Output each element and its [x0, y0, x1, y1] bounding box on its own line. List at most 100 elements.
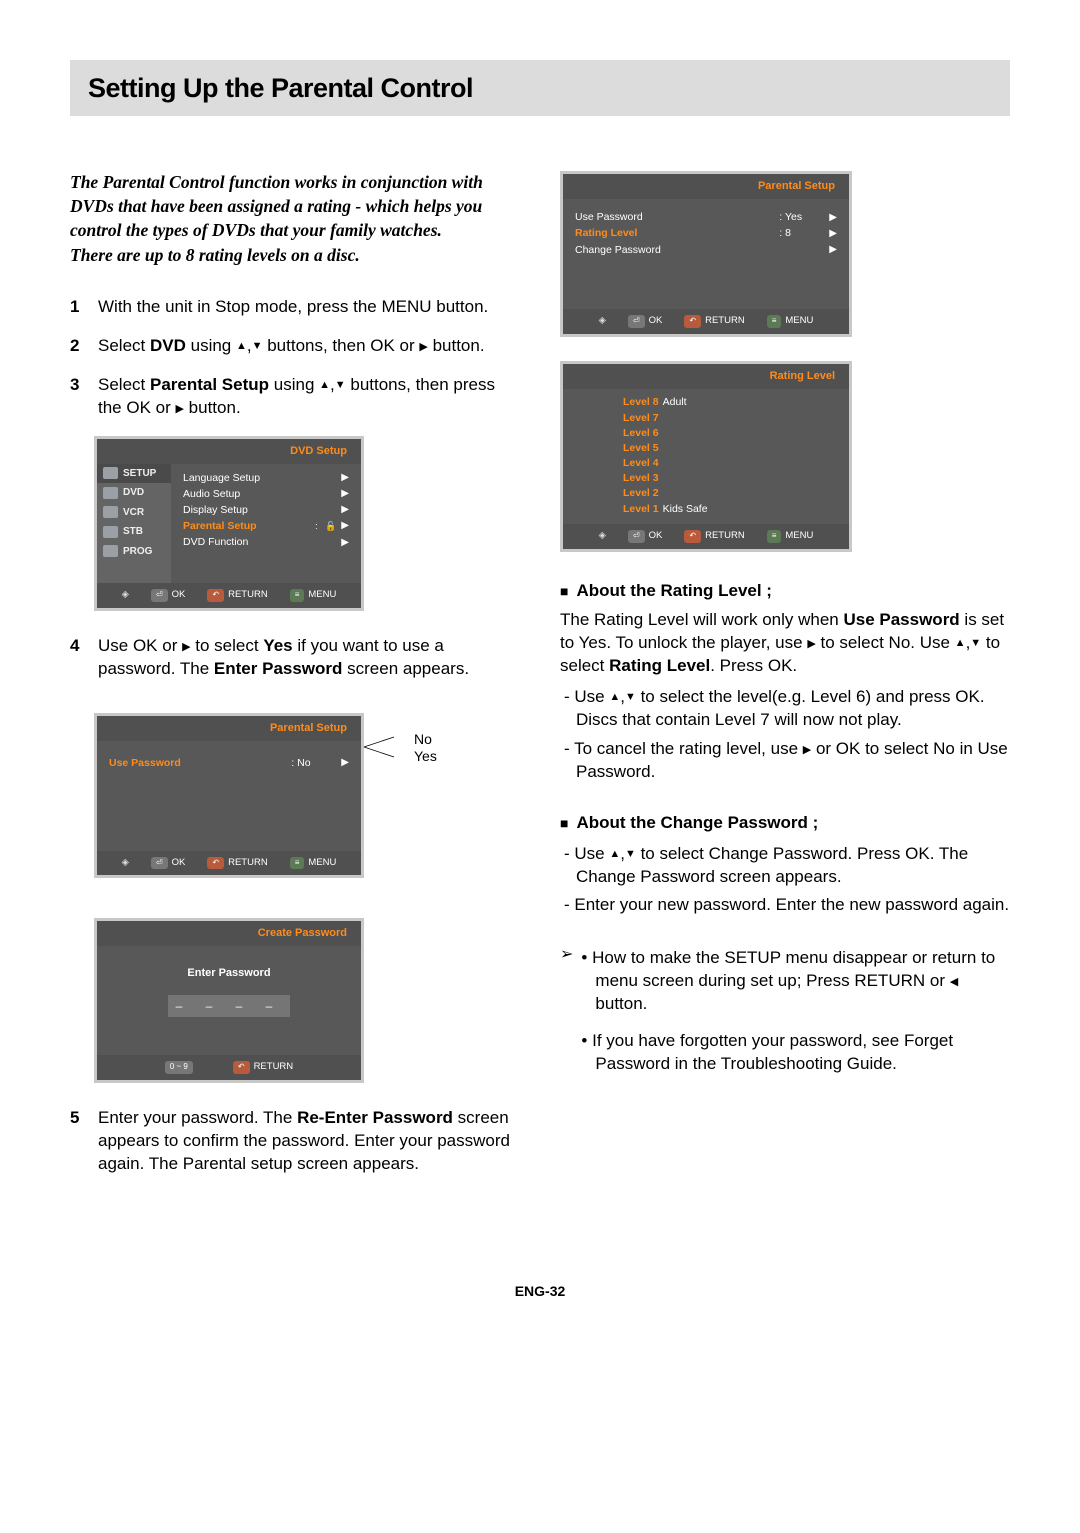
intro-text: The Parental Control function works in c… [70, 171, 520, 268]
up-icon [609, 687, 620, 706]
step-text: Enter your password. The Re-Enter Passwo… [98, 1107, 520, 1176]
osd-footer: 0 ~ 9 ↶RETURN [97, 1055, 361, 1080]
osd-row: Change Password▶ [563, 242, 849, 258]
bold-text: Use Password [843, 610, 959, 629]
row-value: : No [291, 756, 341, 770]
footer-return: RETURN [228, 857, 268, 870]
password-dashes: – – – – [168, 995, 291, 1017]
footer-return: RETURN [705, 315, 745, 328]
text: button. [184, 398, 241, 417]
osd-side-vcr: VCR [97, 503, 171, 523]
footer-menu: MENU [308, 589, 336, 602]
password-entry-area: Enter Password – – – – [97, 946, 361, 1055]
row-label: Rating Level [575, 226, 779, 240]
row-label: Audio Setup [183, 487, 341, 501]
row-label: Use Password [575, 210, 779, 224]
level-item: Level 4 [623, 456, 849, 471]
text: If you have forgotten your password, see… [592, 1031, 953, 1073]
list-item: - Enter your new password. Enter the new… [560, 894, 1010, 917]
text: button. [428, 336, 485, 355]
intro-p1: The Parental Control function works in c… [70, 171, 520, 242]
down-icon [625, 687, 636, 706]
page-title: Setting Up the Parental Control [88, 70, 992, 106]
right-icon [419, 336, 427, 355]
footer-return: RETURN [228, 589, 268, 602]
down-icon [625, 844, 636, 863]
text: Select [98, 336, 150, 355]
side-label: VCR [123, 506, 144, 520]
list-item: - To cancel the rating level, use or OK … [560, 738, 1010, 784]
text: The Rating Level will work only when [560, 610, 843, 629]
osd-dvd-setup: DVD Setup SETUP DVD VCR STB PROG Languag… [94, 436, 364, 611]
osd-row: Language Setup▶ [171, 470, 361, 486]
osd-row-highlighted: Rating Level: 8▶ [563, 225, 849, 241]
row-label: Display Setup [183, 503, 341, 517]
osd-side-setup: SETUP [97, 464, 171, 484]
square-bullet-icon [560, 812, 568, 835]
osd-main: Use Password : No ▶ [97, 741, 361, 851]
level-item: Level 6 [623, 425, 849, 440]
osd-parental-with-callout: Parental Setup Use Password : No ▶ ◈ ⏎OK… [70, 697, 520, 903]
text: to select No. Use [816, 633, 955, 652]
about-rating-body: The Rating Level will work only when Use… [560, 609, 1010, 784]
text: button. [595, 994, 647, 1013]
left-icon [950, 971, 958, 990]
footer-ok: OK [172, 857, 186, 870]
text: Use OK or [98, 636, 182, 655]
level-item: Level 8Adult [623, 395, 849, 410]
osd-create-password: Create Password Enter Password – – – – 0… [94, 918, 364, 1083]
right-icon [807, 633, 815, 652]
osd-side-prog: PROG [97, 542, 171, 562]
step-number: 5 [70, 1107, 98, 1176]
step-4: 4 Use OK or to select Yes if you want to… [70, 635, 520, 681]
callout-lines [364, 727, 414, 787]
side-label: PROG [123, 545, 152, 559]
step-number: 1 [70, 296, 98, 319]
tip-item: • How to make the SETUP menu disappear o… [581, 947, 1010, 1016]
osd-footer: ◈ ⏎OK ↶RETURN ≡MENU [563, 309, 849, 334]
bold-text: DVD [150, 336, 186, 355]
about-change-body: - Use , to select Change Password. Press… [560, 843, 1010, 918]
osd-parental-setup-1: Parental Setup Use Password : No ▶ ◈ ⏎OK… [94, 713, 364, 879]
rating-sublist: - Use , to select the level(e.g. Level 6… [560, 686, 1010, 784]
right-column: Parental Setup Use Password: Yes▶ Rating… [560, 171, 1010, 1191]
intro-p2: There are up to 8 rating levels on a dis… [70, 244, 520, 268]
step-text: With the unit in Stop mode, press the ME… [98, 296, 520, 319]
osd-parental-setup-2: Parental Setup Use Password: Yes▶ Rating… [560, 171, 852, 337]
step-1: 1 With the unit in Stop mode, press the … [70, 296, 520, 319]
rating-level-list: Level 8Adult Level 7 Level 6 Level 5 Lev… [563, 389, 849, 524]
osd-side-stb: STB [97, 522, 171, 542]
row-value: : 8 [779, 226, 829, 240]
list-item: - Use , to select the level(e.g. Level 6… [560, 686, 1010, 732]
about-rating-heading: About the Rating Level ; [560, 580, 1010, 603]
osd-footer: ◈ ⏎OK ↶RETURN ≡MENU [563, 524, 849, 549]
text: using [186, 336, 236, 355]
step-5: 5 Enter your password. The Re-Enter Pass… [70, 1107, 520, 1176]
tips-list: • How to make the SETUP menu disappear o… [581, 947, 1010, 1090]
text: - Use [564, 844, 609, 863]
step-text: Select Parental Setup using , buttons, t… [98, 374, 520, 420]
title-bar: Setting Up the Parental Control [70, 60, 1010, 116]
osd-header: Parental Setup [97, 716, 361, 741]
right-icon [803, 739, 811, 758]
text: buttons, then OK or [263, 336, 420, 355]
callout-no: No [414, 731, 437, 748]
footer-menu: MENU [308, 857, 336, 870]
step-3: 3 Select Parental Setup using , buttons,… [70, 374, 520, 420]
down-icon [970, 633, 981, 652]
step-2: 2 Select DVD using , buttons, then OK or… [70, 335, 520, 358]
side-label: STB [123, 525, 143, 539]
steps-list: 1 With the unit in Stop mode, press the … [70, 296, 520, 420]
text: screen appears. [342, 659, 469, 678]
row-label: Change Password [575, 243, 779, 257]
footer-ok: OK [649, 530, 663, 543]
footer-return: RETURN [705, 530, 745, 543]
osd-row: Use Password: Yes▶ [563, 209, 849, 225]
right-icon [175, 398, 183, 417]
up-icon [236, 336, 247, 355]
heading-text: About the Rating Level ; [576, 580, 772, 603]
tip-arrow-icon [560, 943, 573, 1090]
down-icon [335, 375, 346, 394]
text: . Press OK. [710, 656, 797, 675]
footer-menu: MENU [785, 315, 813, 328]
